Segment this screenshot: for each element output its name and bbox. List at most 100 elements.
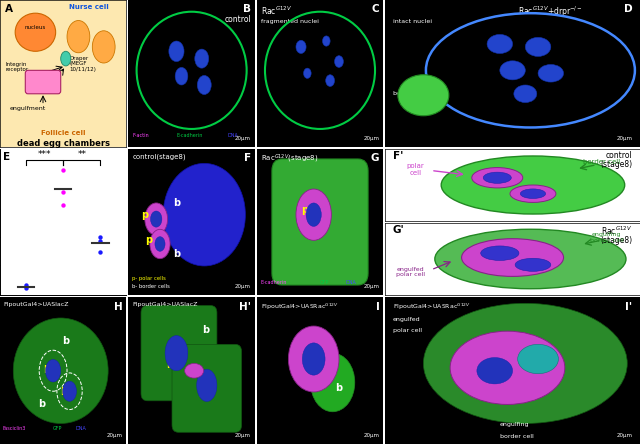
Text: E-cadherin: E-cadherin — [260, 280, 287, 285]
FancyBboxPatch shape — [172, 345, 241, 432]
Ellipse shape — [63, 381, 77, 401]
Text: FlpoutGal4>UASRac$^{G12V}$: FlpoutGal4>UASRac$^{G12V}$ — [393, 302, 470, 312]
Ellipse shape — [150, 230, 170, 259]
Text: polar cell: polar cell — [393, 328, 422, 333]
Ellipse shape — [518, 345, 559, 374]
Text: control(stage8): control(stage8) — [132, 153, 186, 160]
Text: **: ** — [77, 150, 86, 159]
Text: p: p — [301, 205, 308, 215]
FancyBboxPatch shape — [141, 305, 217, 401]
Ellipse shape — [165, 336, 188, 371]
Point — [58, 188, 68, 195]
Text: b- border cells: b- border cells — [132, 285, 170, 289]
Text: Follicle cell: Follicle cell — [41, 130, 86, 136]
Text: engulfing
border cell: engulfing border cell — [590, 232, 624, 242]
Text: FlpoutGal4>UASlacZ: FlpoutGal4>UASlacZ — [4, 302, 69, 307]
Ellipse shape — [481, 246, 519, 261]
Text: b: b — [173, 249, 180, 259]
Ellipse shape — [306, 203, 321, 226]
Text: Rac$^{G12V}$: Rac$^{G12V}$ — [69, 335, 95, 344]
Text: Nurse cell: Nurse cell — [68, 4, 108, 10]
Ellipse shape — [196, 369, 217, 401]
Ellipse shape — [296, 189, 332, 240]
Text: border cell: border cell — [583, 159, 620, 165]
Text: DNA: DNA — [346, 280, 356, 285]
Text: Rac$^{G12V}$: Rac$^{G12V}$ — [260, 4, 292, 17]
Ellipse shape — [424, 303, 627, 424]
Text: $drpr^{-/-}$: $drpr^{-/-}$ — [88, 313, 113, 323]
Ellipse shape — [398, 75, 449, 116]
Text: p- polar cells: p- polar cells — [132, 276, 166, 281]
Text: C: C — [372, 4, 380, 14]
Ellipse shape — [472, 167, 523, 188]
Ellipse shape — [15, 13, 56, 52]
Ellipse shape — [483, 172, 511, 183]
Text: GFP: GFP — [53, 426, 63, 431]
Text: engulfed
polar cell: engulfed polar cell — [396, 267, 425, 278]
Text: b: b — [534, 351, 541, 361]
Text: G': G' — [393, 225, 404, 235]
Ellipse shape — [185, 363, 204, 378]
Ellipse shape — [477, 357, 513, 384]
Ellipse shape — [303, 68, 311, 79]
Text: b: b — [38, 400, 45, 409]
Text: DNA: DNA — [76, 426, 87, 431]
Ellipse shape — [61, 52, 71, 66]
Text: FlpoutGal4>UASRac$^{G12V}$: FlpoutGal4>UASRac$^{G12V}$ — [260, 302, 339, 312]
Text: Rac1: Rac1 — [33, 78, 54, 87]
Point — [21, 285, 31, 292]
Text: ***: *** — [38, 150, 51, 159]
Text: polar
cell: polar cell — [407, 163, 424, 175]
Text: engulfing: engulfing — [500, 422, 529, 427]
Ellipse shape — [155, 237, 165, 251]
Text: E: E — [3, 152, 10, 162]
Text: p: p — [301, 351, 308, 361]
Text: border cells: border cells — [393, 91, 430, 96]
Ellipse shape — [510, 185, 556, 202]
Text: control: control — [15, 313, 37, 318]
Text: p: p — [145, 234, 152, 245]
Text: Rac$^{G12V}$: Rac$^{G12V}$ — [601, 225, 632, 237]
Text: p: p — [166, 358, 173, 369]
Point — [58, 166, 68, 173]
Text: b: b — [202, 325, 209, 335]
Point — [95, 237, 106, 244]
Ellipse shape — [441, 156, 625, 214]
Text: engulfed: engulfed — [393, 317, 420, 321]
Ellipse shape — [310, 353, 355, 412]
Text: D: D — [624, 4, 632, 14]
Ellipse shape — [461, 239, 564, 277]
Text: $drpr^{+/-}$: $drpr^{+/-}$ — [51, 313, 76, 323]
Text: Draper
(MEGF
10/11/12): Draper (MEGF 10/11/12) — [70, 56, 97, 72]
Text: E-cadherin: E-cadherin — [177, 133, 203, 138]
Ellipse shape — [520, 189, 545, 198]
Text: 20μm: 20μm — [364, 136, 380, 141]
Text: 20μm: 20μm — [235, 285, 251, 289]
Ellipse shape — [302, 343, 325, 375]
Text: 20μm: 20μm — [107, 433, 123, 438]
Ellipse shape — [67, 20, 90, 53]
Text: 20μm: 20μm — [364, 285, 380, 289]
Ellipse shape — [169, 41, 184, 62]
Point — [95, 249, 106, 256]
Text: Integrin
receptor: Integrin receptor — [5, 62, 28, 72]
Text: 20μm: 20μm — [235, 136, 251, 141]
Ellipse shape — [450, 331, 565, 404]
Ellipse shape — [289, 326, 339, 392]
Ellipse shape — [335, 56, 344, 67]
Text: F: F — [244, 153, 251, 163]
Text: border cell: border cell — [500, 434, 534, 439]
Text: b: b — [62, 337, 69, 346]
Ellipse shape — [487, 35, 513, 53]
Ellipse shape — [435, 229, 626, 289]
Text: 20μm: 20μm — [235, 433, 251, 438]
Text: F': F' — [393, 151, 403, 161]
Point — [21, 282, 31, 289]
Text: B: B — [243, 4, 251, 14]
Ellipse shape — [323, 36, 330, 46]
Ellipse shape — [296, 40, 306, 53]
Text: I': I' — [625, 302, 632, 312]
Ellipse shape — [500, 61, 525, 80]
Text: fragmented nuclei: fragmented nuclei — [260, 19, 319, 24]
Ellipse shape — [525, 37, 551, 56]
